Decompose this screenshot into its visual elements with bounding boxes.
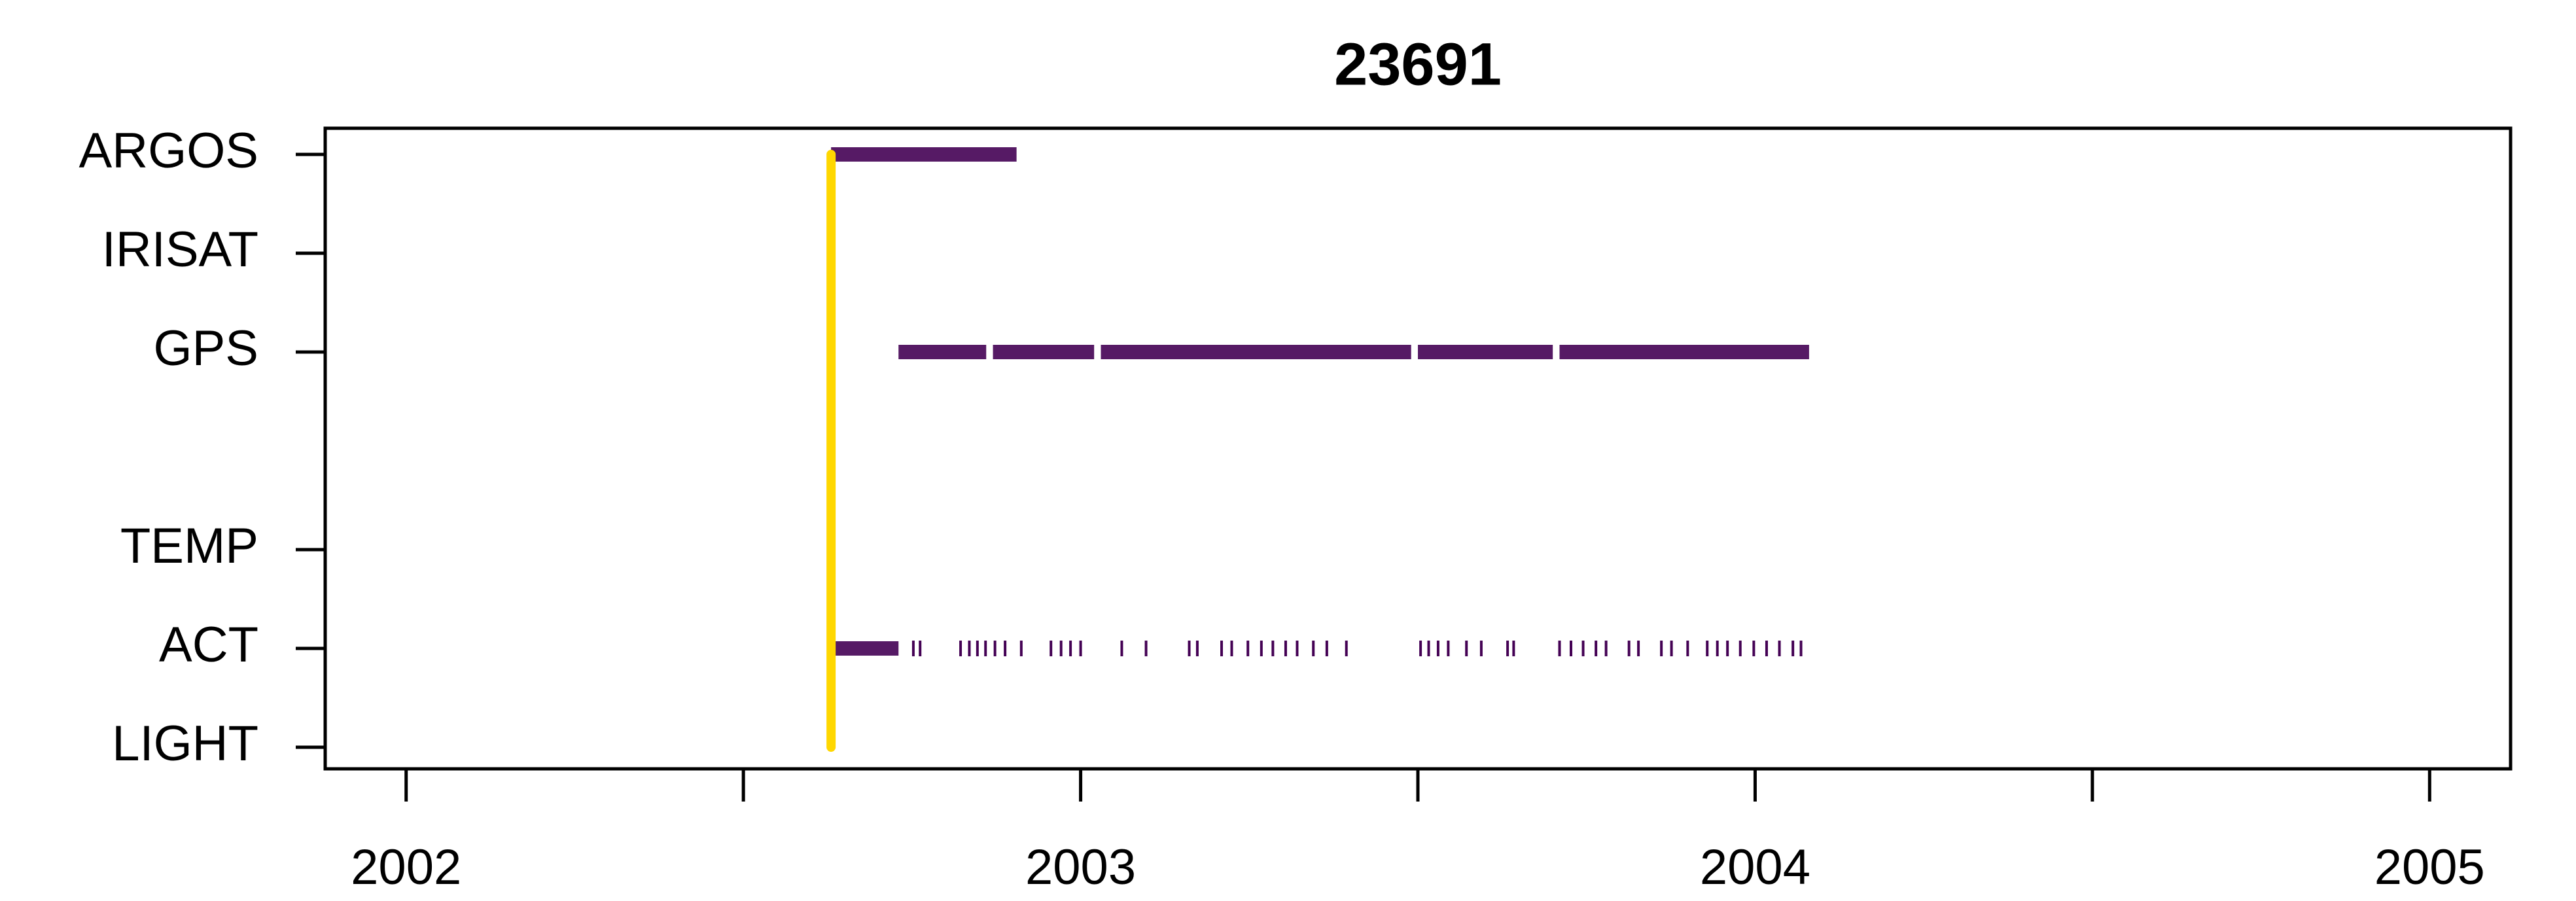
plot-frame: [323, 126, 2513, 771]
y-tick-label: TEMP: [120, 518, 258, 574]
y-tick-label: IRISAT: [102, 222, 258, 277]
y-tick-label: LIGHT: [112, 716, 258, 771]
x-tick-label: 2003: [1025, 839, 1136, 895]
event-span: [831, 147, 1017, 162]
x-tick-label: 2005: [2374, 839, 2485, 895]
event-span: [898, 345, 987, 359]
event-span: [1418, 345, 1553, 359]
event-span: [1559, 345, 1809, 359]
event-span: [993, 345, 1095, 359]
x-tick-label: 2002: [351, 839, 461, 895]
y-tick-label: ARGOS: [79, 123, 259, 179]
y-tick-label: ACT: [159, 617, 258, 673]
event-span: [1101, 345, 1411, 359]
y-tick-label: GPS: [154, 321, 259, 376]
x-tick-label: 2004: [1700, 839, 1810, 895]
chart-title: 23691: [1334, 31, 1502, 97]
event-span: [831, 641, 899, 656]
